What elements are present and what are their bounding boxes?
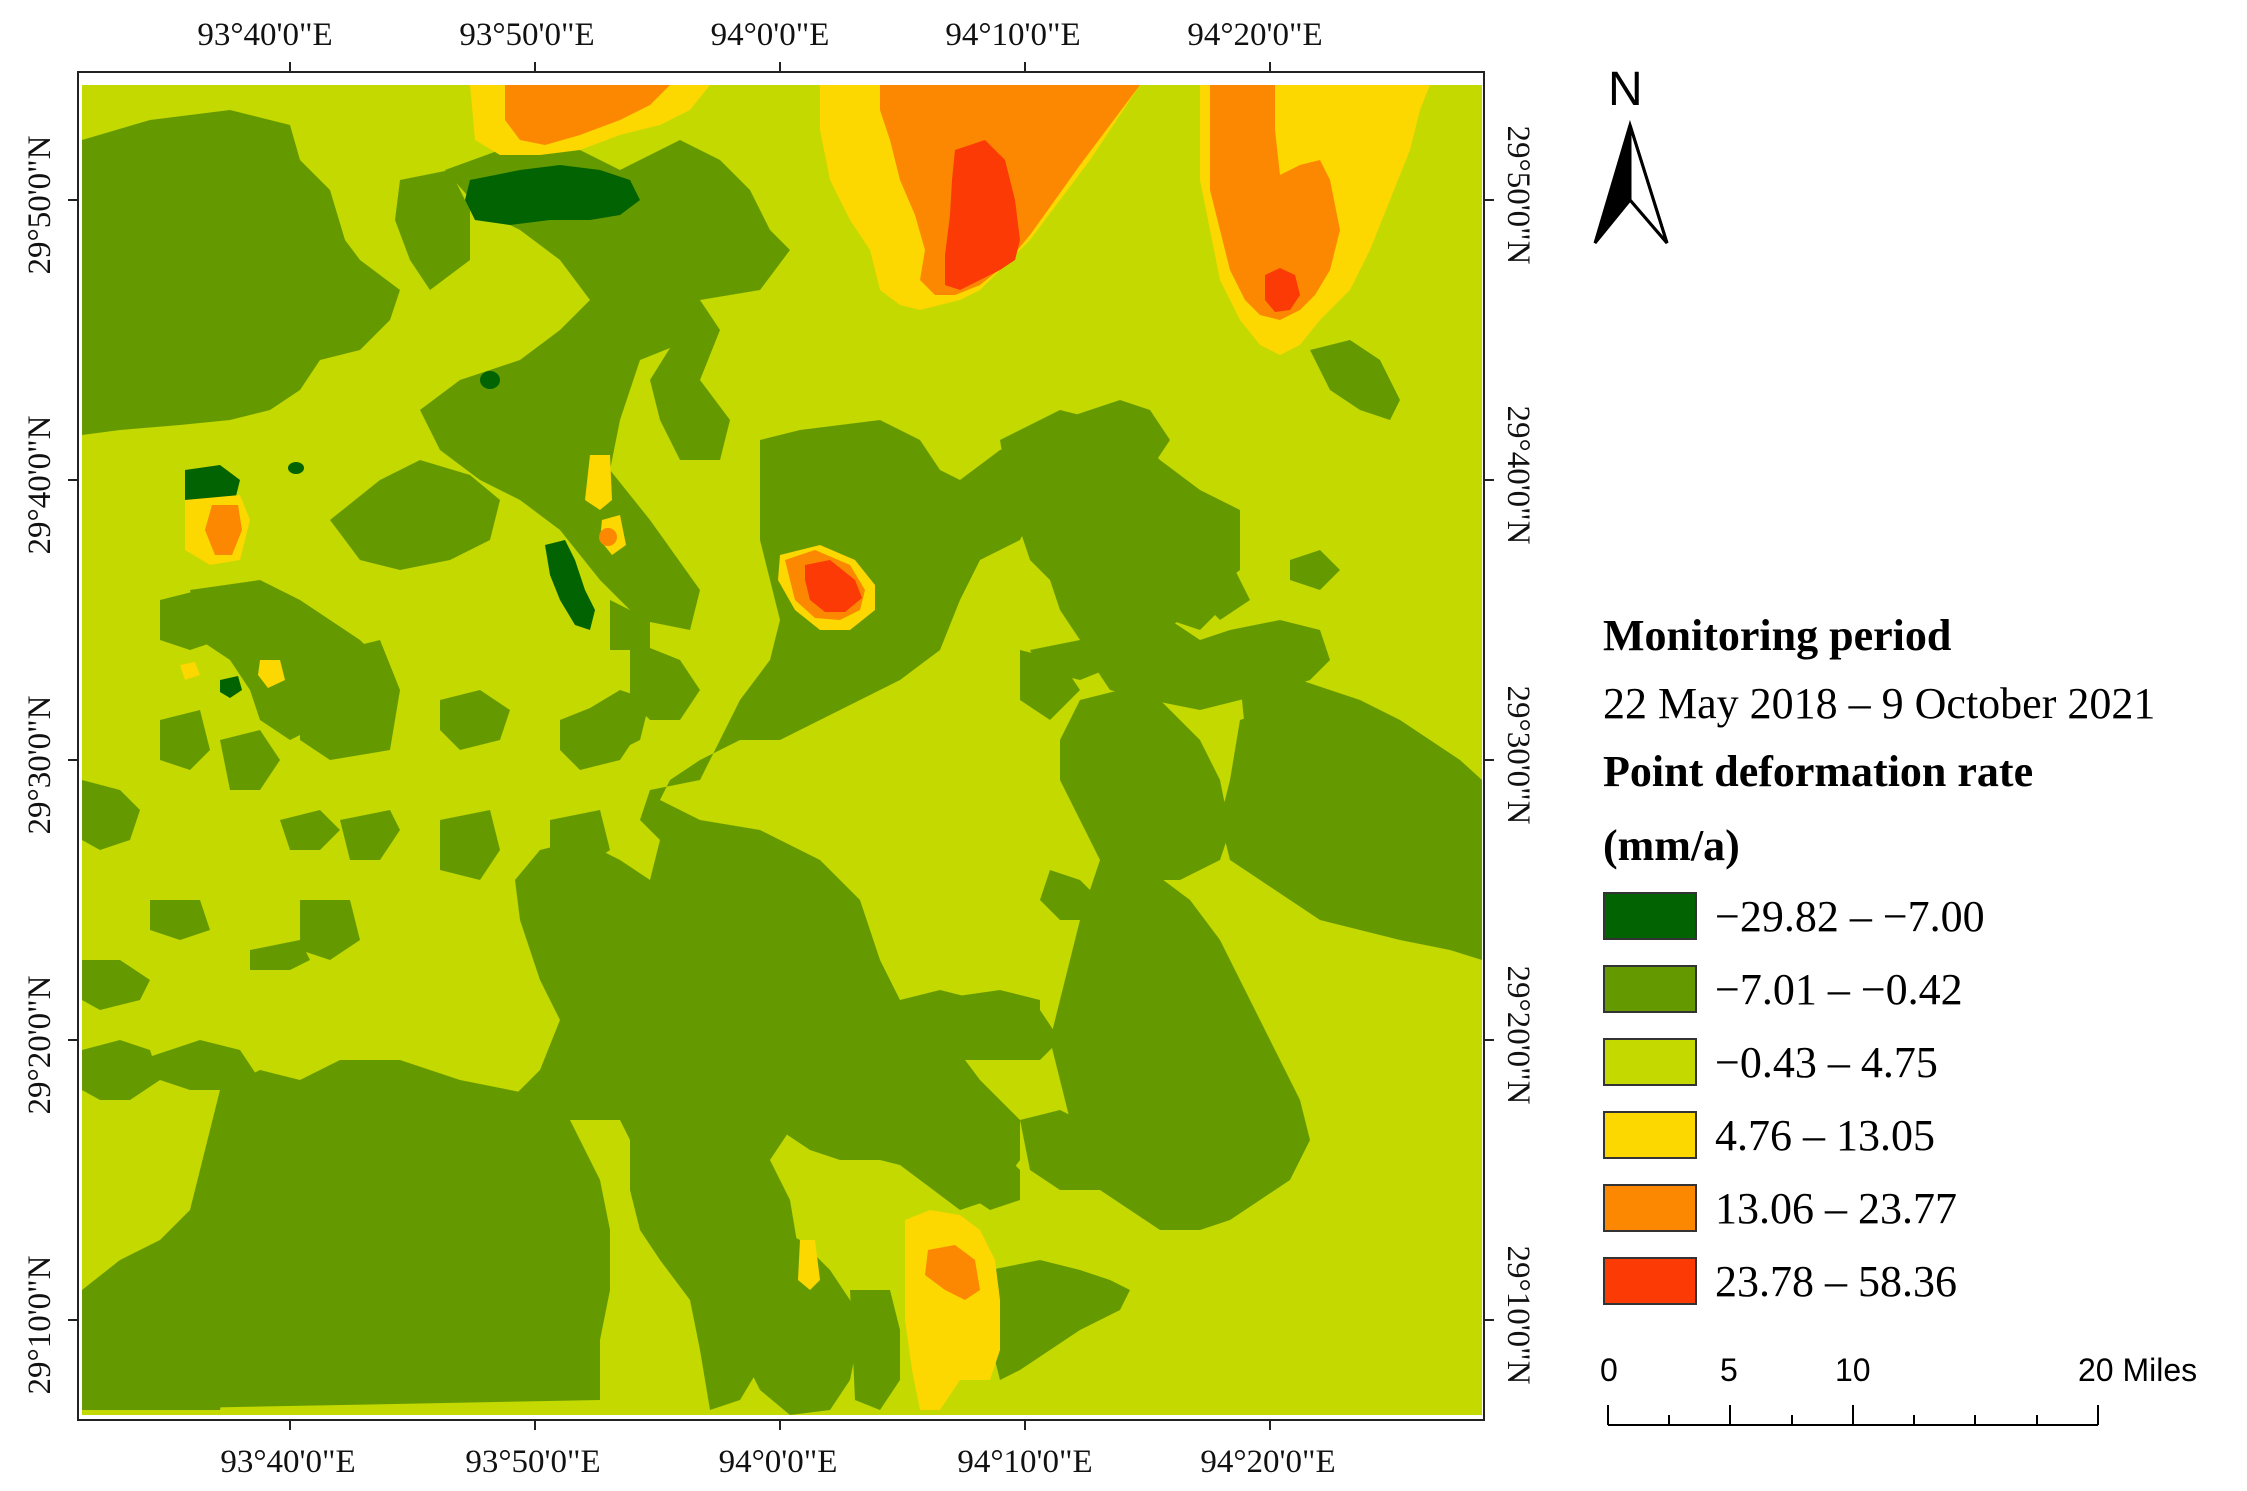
legend-item: 4.76 – 13.05	[1603, 1109, 1935, 1161]
left-tick-label: 29°10'0"N	[22, 1255, 58, 1394]
north-arrow-icon	[1593, 119, 1669, 244]
bottom-tick-label: 94°20'0"E	[1200, 1444, 1335, 1480]
top-tick-label: 93°50'0"E	[459, 17, 594, 53]
left-tick-labels: 29°50'0"N 29°40'0"N 29°30'0"N 29°20'0"N …	[22, 135, 58, 1394]
scale-label: 20 Miles	[2078, 1352, 2198, 1388]
legend-unit: (mm/a)	[1603, 821, 1740, 870]
zone-red	[805, 140, 1300, 612]
legend-swatch	[1603, 965, 1697, 1013]
top-tick-label: 94°0'0"E	[711, 17, 830, 53]
map-tick-marks	[68, 62, 1494, 1430]
bottom-tick-label: 94°10'0"E	[957, 1444, 1092, 1480]
legend-swatch	[1603, 1111, 1697, 1159]
right-tick-label: 29°10'0"N	[1500, 1246, 1536, 1385]
right-tick-label: 29°40'0"N	[1500, 406, 1536, 545]
scale-label: 5	[1720, 1352, 1738, 1388]
legend-label: −29.82 – −7.00	[1715, 891, 1985, 941]
top-tick-label: 94°10'0"E	[945, 17, 1080, 53]
left-tick-label: 29°20'0"N	[22, 975, 58, 1114]
top-tick-label: 93°40'0"E	[197, 17, 332, 53]
legend-item: −7.01 – −0.42	[1603, 963, 1963, 1015]
legend-swatch	[1603, 1038, 1697, 1086]
legend-heading-rate: Point deformation rate	[1603, 747, 2034, 796]
north-arrow-label: N	[1608, 63, 1643, 116]
legend-swatch	[1603, 892, 1697, 940]
scale-label: 0	[1600, 1352, 1618, 1388]
legend-label: 13.06 – 23.77	[1715, 1183, 1957, 1233]
map-frame	[68, 62, 1494, 1430]
right-tick-label: 29°30'0"N	[1500, 686, 1536, 825]
right-tick-labels: 29°50'0"N 29°40'0"N 29°30'0"N 29°20'0"N …	[1500, 126, 1536, 1385]
legend-label: −0.43 – 4.75	[1715, 1037, 1938, 1087]
left-tick-label: 29°50'0"N	[22, 135, 58, 274]
right-tick-label: 29°20'0"N	[1500, 966, 1536, 1105]
right-tick-label: 29°50'0"N	[1500, 126, 1536, 265]
legend-item: 13.06 – 23.77	[1603, 1182, 1957, 1234]
left-tick-label: 29°30'0"N	[22, 695, 58, 834]
legend-label: −7.01 – −0.42	[1715, 964, 1963, 1014]
left-tick-label: 29°40'0"N	[22, 415, 58, 554]
legend-item: −0.43 – 4.75	[1603, 1036, 1938, 1088]
bottom-tick-label: 93°40'0"E	[220, 1444, 355, 1480]
top-tick-label: 94°20'0"E	[1187, 17, 1322, 53]
legend-swatch	[1603, 1257, 1697, 1305]
zone-dark-green	[185, 165, 640, 698]
legend-label: 23.78 – 58.36	[1715, 1256, 1957, 1306]
legend-label: 4.76 – 13.05	[1715, 1110, 1935, 1160]
top-tick-labels: 93°40'0"E 93°50'0"E 94°0'0"E 94°10'0"E 9…	[197, 17, 1322, 53]
zone-medium-green	[82, 110, 1482, 1415]
scale-bar	[1607, 1405, 2099, 1426]
scale-label: 10	[1835, 1352, 1871, 1388]
legend-item: −29.82 – −7.00	[1603, 890, 1985, 942]
legend-heading-monitoring: Monitoring period	[1603, 611, 1952, 660]
legend-swatch	[1603, 1184, 1697, 1232]
bottom-tick-label: 94°0'0"E	[719, 1444, 838, 1480]
bottom-tick-labels: 93°40'0"E 93°50'0"E 94°0'0"E 94°10'0"E 9…	[220, 1444, 1335, 1480]
legend-item: 23.78 – 58.36	[1603, 1255, 1957, 1307]
bottom-tick-label: 93°50'0"E	[465, 1444, 600, 1480]
legend-monitoring-period: 22 May 2018 – 9 October 2021	[1603, 679, 2156, 728]
